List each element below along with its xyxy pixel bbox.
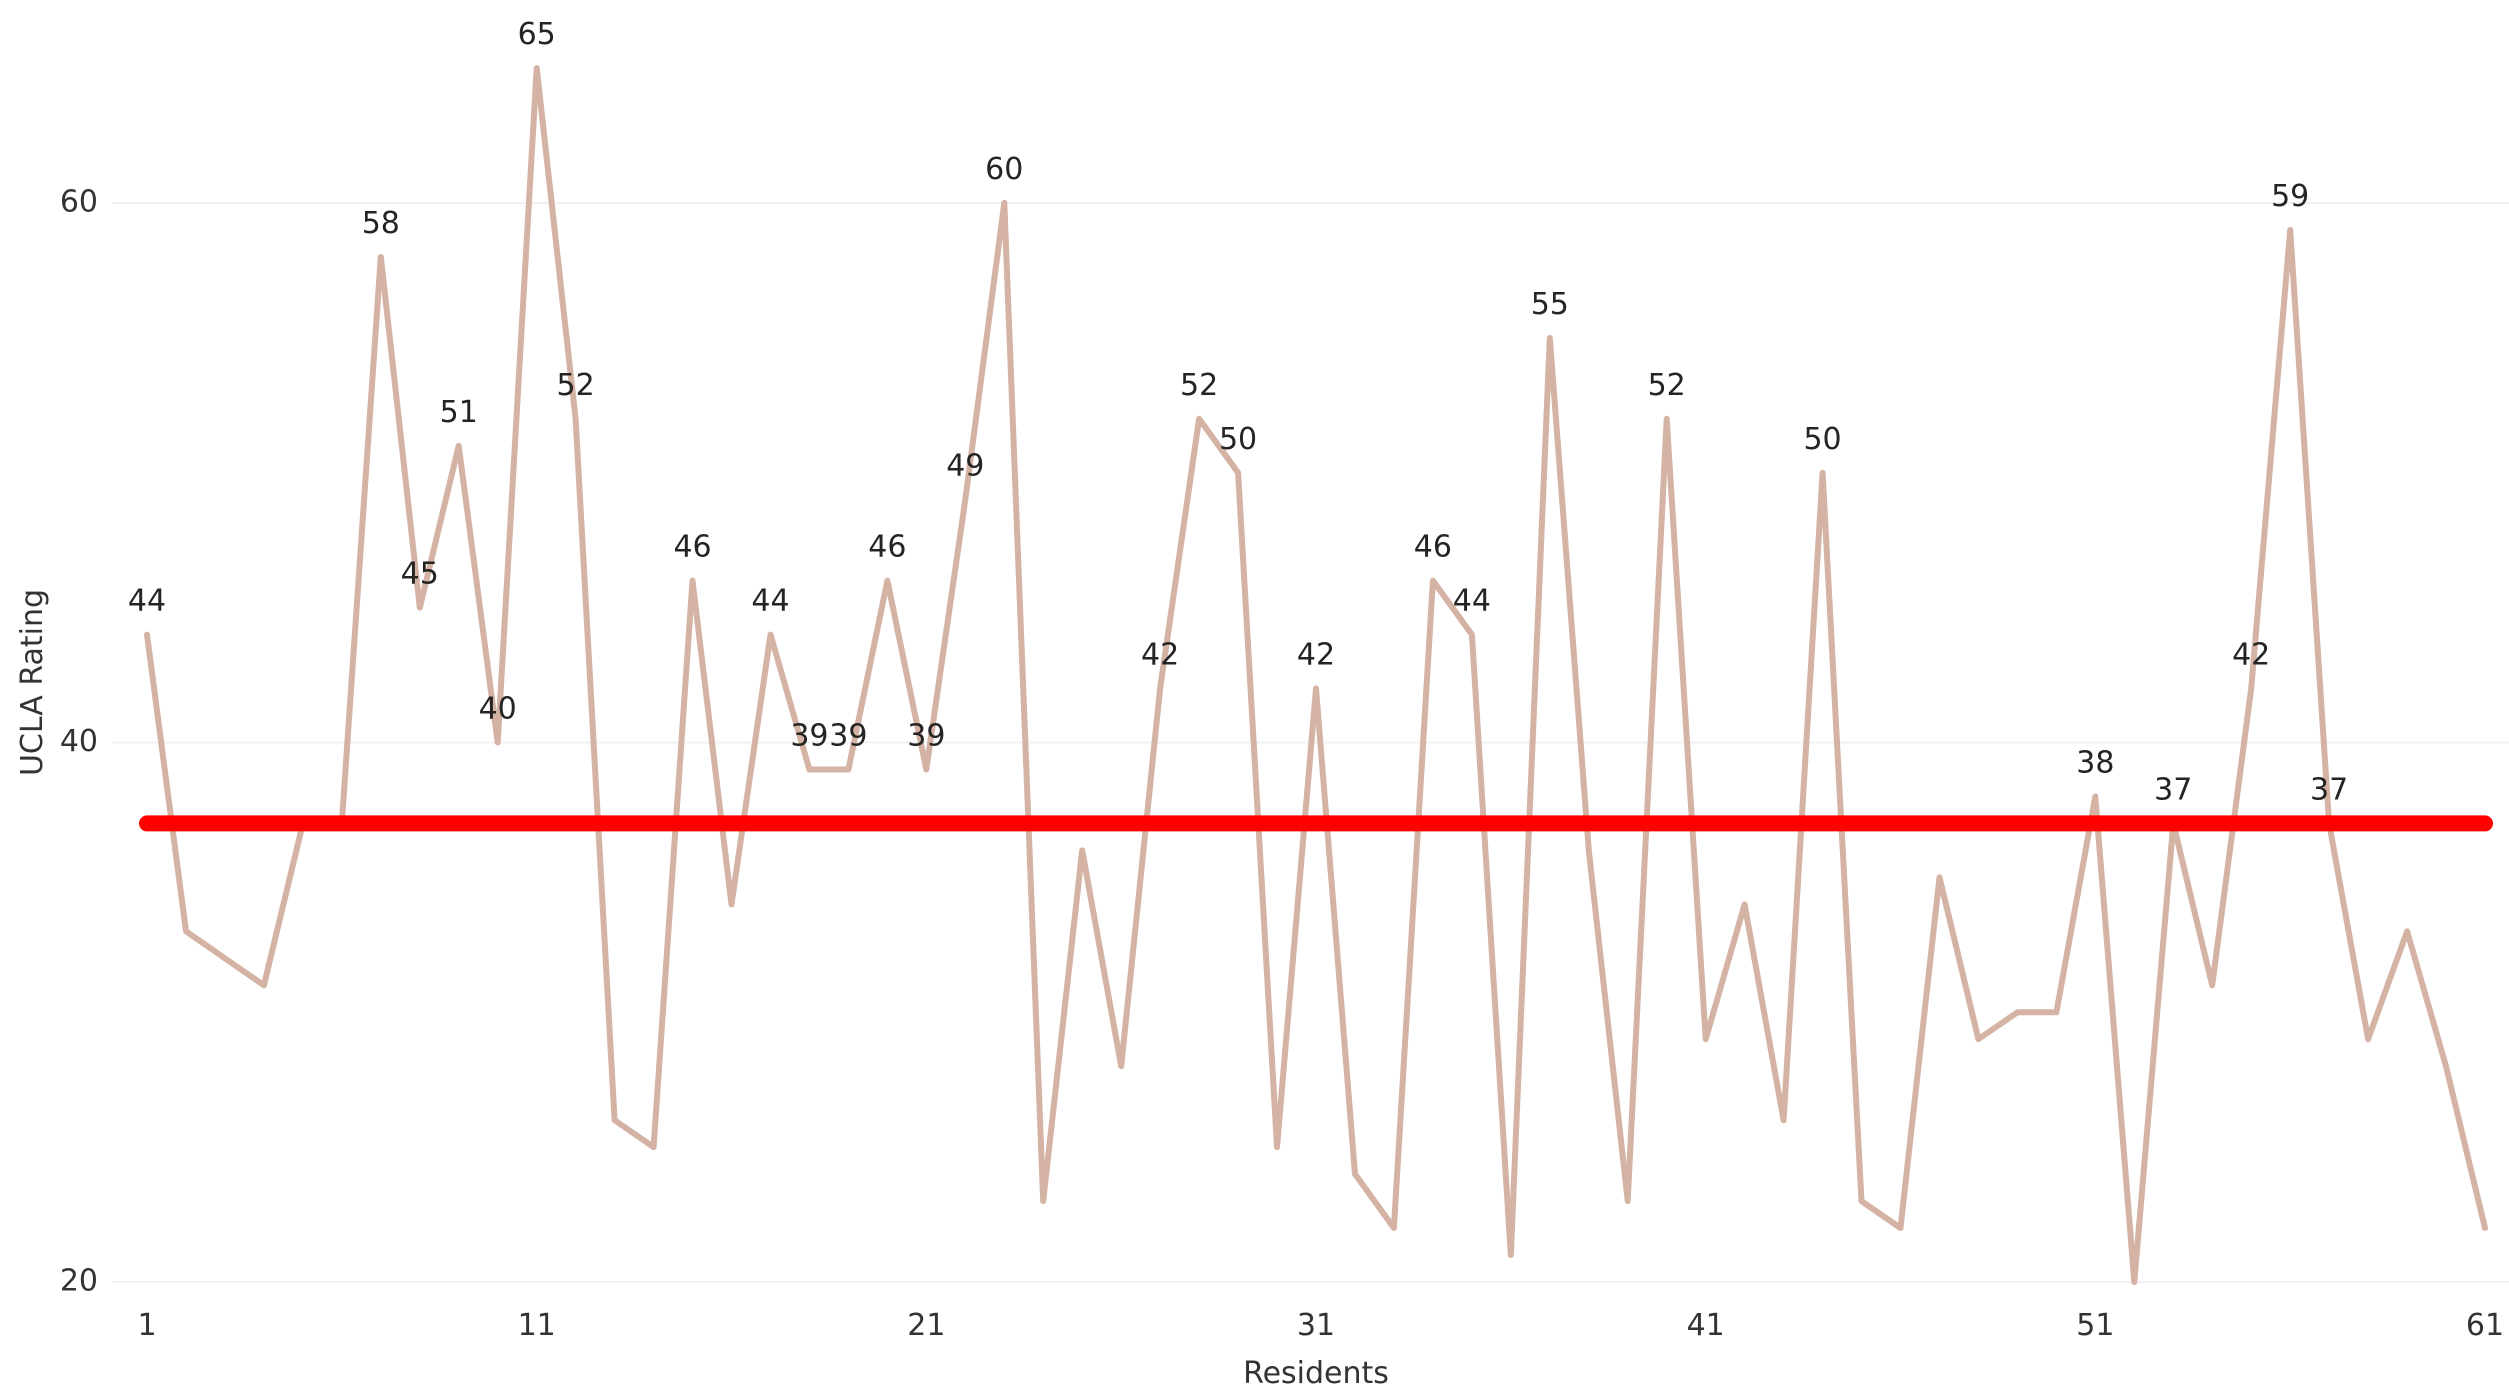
- data-label: 46: [673, 530, 711, 565]
- data-label: 55: [1531, 287, 1569, 322]
- data-label: 59: [2271, 179, 2309, 214]
- x-axis-ticks: 1 11 21 31 41 51 61: [137, 1308, 2504, 1343]
- series-line: [144, 65, 2488, 1285]
- x-tick-label: 11: [518, 1308, 556, 1343]
- data-label: 52: [1180, 368, 1218, 403]
- y-tick-label: 20: [60, 1264, 98, 1299]
- data-label: 44: [751, 584, 789, 619]
- data-label: 52: [557, 368, 595, 403]
- data-label: 44: [1453, 584, 1491, 619]
- data-label: 42: [2232, 638, 2270, 673]
- data-label: 42: [1297, 638, 1335, 673]
- x-tick-label: 21: [907, 1308, 945, 1343]
- data-label: 50: [1803, 422, 1841, 457]
- data-label: 39: [829, 718, 867, 753]
- data-label: 46: [868, 530, 906, 565]
- y-axis-title: UCLA Rating: [15, 589, 50, 776]
- x-tick-label: 1: [137, 1308, 156, 1343]
- data-label: 51: [440, 395, 478, 430]
- y-tick-label: 40: [60, 724, 98, 759]
- x-tick-label: 51: [2076, 1308, 2114, 1343]
- x-tick-label: 31: [1297, 1308, 1335, 1343]
- data-label: 45: [401, 557, 439, 592]
- data-label: 60: [985, 152, 1023, 187]
- data-label: 46: [1414, 530, 1452, 565]
- data-label: 44: [128, 584, 166, 619]
- y-axis-ticks: 20 40 60: [60, 185, 98, 1299]
- data-label: 52: [1648, 368, 1686, 403]
- data-label: 38: [2076, 745, 2114, 780]
- data-label: 37: [2310, 772, 2348, 807]
- data-label: 37: [2154, 772, 2192, 807]
- data-label: 40: [479, 692, 517, 727]
- data-label: 42: [1141, 638, 1179, 673]
- data-label: 58: [362, 206, 400, 241]
- x-axis-title: Residents: [1243, 1356, 1389, 1391]
- data-label: 50: [1219, 422, 1257, 457]
- y-tick-label: 60: [60, 185, 98, 220]
- x-tick-label: 61: [2466, 1308, 2504, 1343]
- x-tick-label: 41: [1687, 1308, 1725, 1343]
- data-label: 39: [907, 718, 945, 753]
- data-label: 49: [946, 449, 984, 484]
- data-label: 39: [790, 718, 828, 753]
- data-label: 65: [518, 17, 556, 52]
